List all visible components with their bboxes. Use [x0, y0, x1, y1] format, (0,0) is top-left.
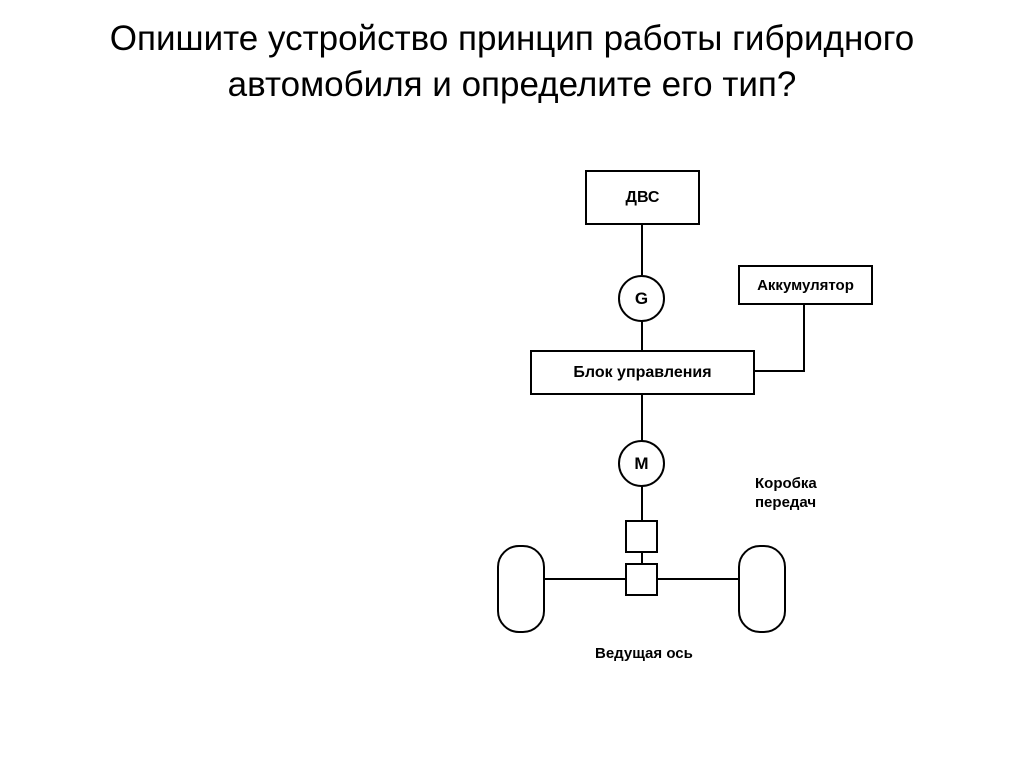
- edge-dvs-g: [641, 225, 643, 275]
- label-axle: Ведущая ось: [595, 645, 693, 662]
- page-title: Опишите устройство принцип работы гибрид…: [0, 16, 1024, 107]
- node-dvs: ДВС: [585, 170, 700, 225]
- edge-box1-box2: [641, 553, 643, 563]
- label-gearbox: Коробка передач: [755, 475, 817, 513]
- node-control-label: Блок управления: [573, 364, 711, 382]
- node-gearbox1: [625, 520, 658, 553]
- edge-accum-h: [755, 370, 805, 372]
- node-dvs-label: ДВС: [626, 189, 660, 207]
- edge-axle-left: [545, 578, 625, 580]
- node-motor: M: [618, 440, 665, 487]
- hybrid-car-diagram: ДВС Аккумулятор G Блок управления M Коро…: [480, 170, 980, 720]
- edge-accum-v: [803, 305, 805, 372]
- label-gearbox-line2: передач: [755, 494, 816, 511]
- node-accumulator-label: Аккумулятор: [757, 277, 854, 294]
- edge-m-box1: [641, 486, 643, 521]
- node-motor-label: M: [634, 454, 648, 474]
- node-wheel-left: [497, 545, 545, 633]
- edge-control-m: [641, 395, 643, 441]
- node-control: Блок управления: [530, 350, 755, 395]
- node-accumulator: Аккумулятор: [738, 265, 873, 305]
- edge-g-control: [641, 320, 643, 350]
- node-wheel-right: [738, 545, 786, 633]
- label-axle-text: Ведущая ось: [595, 645, 693, 662]
- title-line2: автомобиля и определите его тип?: [228, 65, 797, 104]
- title-line1: Опишите устройство принцип работы гибрид…: [110, 19, 914, 58]
- node-gearbox2: [625, 563, 658, 596]
- node-generator-label: G: [635, 289, 648, 309]
- node-generator: G: [618, 275, 665, 322]
- label-gearbox-line1: Коробка: [755, 475, 817, 492]
- edge-axle-right: [658, 578, 738, 580]
